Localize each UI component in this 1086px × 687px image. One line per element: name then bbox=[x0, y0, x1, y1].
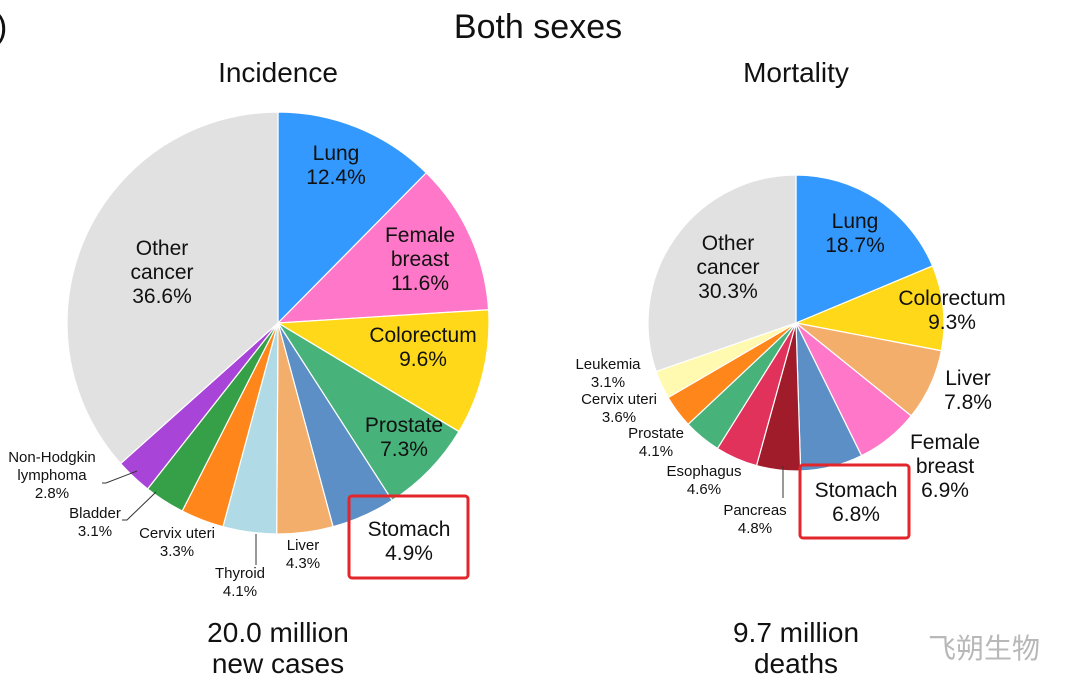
watermark: 飞朔生物 bbox=[928, 633, 1040, 664]
incidence-label-other-cancer-value: 36.6% bbox=[132, 285, 192, 308]
mortality-label-esophagus-value: 4.6% bbox=[687, 481, 721, 498]
incidence-slice-other-cancer bbox=[66, 111, 279, 465]
incidence-label-cervix-uteri-name: Cervix uteri bbox=[139, 525, 215, 542]
mortality-label-pancreas-value: 4.8% bbox=[738, 520, 772, 537]
mortality-label-stomach-name: Stomach bbox=[815, 479, 898, 502]
incidence-slice-lung bbox=[277, 111, 428, 325]
mortality-label-lung-name: Lung bbox=[832, 210, 879, 233]
incidence-label-lung-name: Lung bbox=[313, 142, 360, 165]
incidence-leader-bladder bbox=[122, 491, 157, 521]
incidence-label-bladder-value: 3.1% bbox=[78, 523, 112, 540]
mortality-label-prostate-value: 4.1% bbox=[639, 443, 673, 460]
incidence-label-non-hodgkin-lymphoma-name: Non-Hodgkin bbox=[8, 449, 96, 466]
mortality-title: Mortality bbox=[743, 57, 849, 88]
mortality-label-leukemia-value: 3.1% bbox=[591, 374, 625, 391]
mortality-label-other-cancer-name: cancer bbox=[696, 256, 759, 279]
incidence-total-line1: 20.0 million bbox=[207, 617, 349, 648]
incidence-label-female-breast-value: 11.6% bbox=[391, 272, 449, 295]
mortality-label-colorectum-name: Colorectum bbox=[898, 287, 1005, 310]
incidence-total-line2: new cases bbox=[212, 648, 344, 679]
incidence-label-bladder-name: Bladder bbox=[69, 505, 121, 522]
incidence-slice-female-breast bbox=[276, 172, 490, 324]
incidence-label-female-breast-name: breast bbox=[391, 248, 450, 271]
mortality-slice-other-cancer bbox=[647, 174, 797, 373]
incidence-slice-colorectum bbox=[276, 309, 490, 433]
mortality-label-leukemia-name: Leukemia bbox=[575, 356, 641, 373]
incidence-slices bbox=[66, 111, 490, 535]
incidence-leader-non-hodgkin-lymphoma bbox=[102, 470, 138, 484]
mortality-label-other-cancer-name: Other bbox=[702, 232, 755, 255]
mortality-label-female-breast-value: 6.9% bbox=[921, 479, 969, 502]
mortality-label-liver-value: 7.8% bbox=[944, 391, 992, 414]
mortality-label-cervix-uteri-name: Cervix uteri bbox=[581, 391, 657, 408]
incidence-label-stomach-value: 4.9% bbox=[385, 542, 433, 565]
incidence-label-liver-value: 4.3% bbox=[286, 555, 320, 572]
incidence-label-lung-value: 12.4% bbox=[306, 166, 366, 189]
mortality-total-line2: deaths bbox=[754, 648, 838, 679]
mortality-label-liver-name: Liver bbox=[945, 367, 991, 390]
incidence-label-non-hodgkin-lymphoma-value: 2.8% bbox=[35, 485, 69, 502]
mortality-highlight-box bbox=[798, 463, 911, 540]
incidence-highlight-box bbox=[347, 494, 470, 580]
mortality-label-pancreas-name: Pancreas bbox=[723, 502, 786, 519]
mortality-label-other-cancer-value: 30.3% bbox=[698, 280, 758, 303]
panel-marker: ) bbox=[0, 8, 7, 46]
mortality-label-lung-value: 18.7% bbox=[825, 234, 885, 257]
mortality-slice-lung bbox=[795, 174, 934, 324]
incidence-label-other-cancer-name: Other bbox=[136, 237, 189, 260]
incidence-label-liver-name: Liver bbox=[287, 537, 320, 554]
incidence-label-non-hodgkin-lymphoma-name: lymphoma bbox=[17, 467, 87, 484]
mortality-slices bbox=[647, 174, 945, 472]
mortality-total-line1: 9.7 million bbox=[733, 617, 859, 648]
mortality-label-female-breast-name: breast bbox=[916, 455, 975, 478]
incidence-label-cervix-uteri-value: 3.3% bbox=[160, 543, 194, 560]
incidence-label-prostate-value: 7.3% bbox=[380, 438, 428, 461]
mortality-label-prostate-name: Prostate bbox=[628, 425, 684, 442]
incidence-title: Incidence bbox=[218, 57, 338, 88]
figure-title: Both sexes bbox=[454, 8, 622, 46]
mortality-label-stomach-value: 6.8% bbox=[832, 503, 880, 526]
incidence-label-other-cancer-name: cancer bbox=[130, 261, 193, 284]
mortality-label-female-breast-name: Female bbox=[910, 431, 980, 454]
incidence-label-thyroid-name: Thyroid bbox=[215, 565, 265, 582]
incidence-label-thyroid-value: 4.1% bbox=[223, 583, 257, 600]
incidence-label-colorectum-name: Colorectum bbox=[369, 324, 476, 347]
mortality-label-colorectum-value: 9.3% bbox=[928, 311, 976, 334]
incidence-label-stomach-name: Stomach bbox=[368, 518, 451, 541]
mortality-label-cervix-uteri-value: 3.6% bbox=[602, 409, 636, 426]
incidence-label-female-breast-name: Female bbox=[385, 224, 455, 247]
incidence-label-prostate-name: Prostate bbox=[365, 414, 443, 437]
incidence-label-colorectum-value: 9.6% bbox=[399, 348, 447, 371]
incidence-leader-lines bbox=[102, 470, 257, 565]
mortality-label-esophagus-name: Esophagus bbox=[666, 463, 741, 480]
